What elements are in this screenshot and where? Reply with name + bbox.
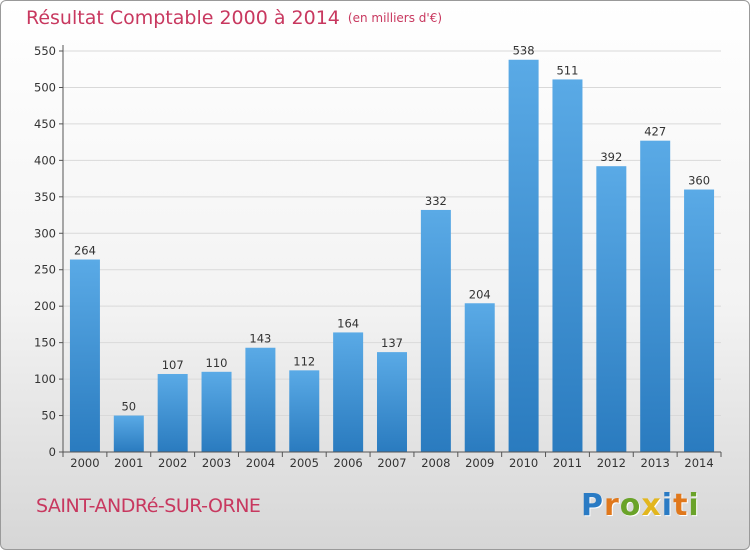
logo-letter: t <box>673 488 689 523</box>
y-tick-label: 50 <box>41 409 56 423</box>
x-tick-label: 2002 <box>158 456 187 470</box>
x-tick-label: 2014 <box>684 456 713 470</box>
bar <box>333 332 364 452</box>
x-tick-label: 2001 <box>114 456 143 470</box>
logo-letter: r <box>604 488 620 523</box>
data-label: 264 <box>74 244 96 258</box>
logo-letter: i <box>688 488 700 523</box>
data-label: 164 <box>337 316 359 330</box>
y-tick-label: 550 <box>34 44 56 58</box>
bar <box>289 370 320 452</box>
x-tick-label: 2010 <box>509 456 538 470</box>
data-label: 112 <box>293 354 315 368</box>
bar <box>508 59 539 453</box>
x-tick-label: 2009 <box>465 456 494 470</box>
data-label: 107 <box>162 358 184 372</box>
x-tick-label: 2000 <box>70 456 99 470</box>
y-tick-label: 350 <box>34 190 56 204</box>
chart-title-text: Résultat Comptable 2000 à 2014 <box>26 7 340 29</box>
y-tick-label: 300 <box>34 226 56 240</box>
bar <box>201 371 232 452</box>
x-tick-label: 2008 <box>421 456 450 470</box>
x-tick-label: 2011 <box>553 456 582 470</box>
data-label: 427 <box>644 125 666 139</box>
bar <box>377 352 407 452</box>
y-tick-label: 450 <box>34 117 56 131</box>
data-label: 137 <box>381 336 403 350</box>
x-tick-label: 2003 <box>202 456 231 470</box>
y-tick-label: 400 <box>34 153 56 167</box>
bar <box>245 347 276 452</box>
bar-layer <box>69 59 715 453</box>
data-label: 143 <box>249 332 271 346</box>
x-tick-label: 2007 <box>377 456 406 470</box>
y-tick-label: 150 <box>34 336 56 350</box>
label-layer: 264 50 107 110 143 112 164 137 332 204 538 511 392 42… <box>74 44 710 414</box>
x-tick-label: 2005 <box>290 456 319 470</box>
y-tick-label: 200 <box>34 299 56 313</box>
bar <box>552 79 583 453</box>
bar <box>464 303 495 452</box>
bar <box>684 189 715 452</box>
x-tick-label: 2013 <box>641 456 670 470</box>
y-tick-label: 100 <box>34 372 56 386</box>
data-label: 511 <box>556 63 578 77</box>
bar <box>113 415 144 452</box>
data-label: 538 <box>513 44 535 58</box>
bar <box>157 373 188 452</box>
data-label: 110 <box>206 356 228 370</box>
logo-letter: i <box>661 488 674 523</box>
y-tick-label: 0 <box>49 445 56 459</box>
logo-letter: o <box>619 488 642 523</box>
y-tick-label: 500 <box>34 80 56 94</box>
proxiti-logo: Proxiti <box>581 488 700 523</box>
data-label: 50 <box>121 400 136 414</box>
bar <box>420 209 451 452</box>
data-label: 332 <box>425 194 447 208</box>
data-label: 204 <box>469 287 491 301</box>
x-tick-label: 2004 <box>246 456 275 470</box>
logo-letter: P <box>581 488 604 523</box>
bar <box>596 166 627 453</box>
data-label: 392 <box>600 150 622 164</box>
data-label: 360 <box>688 174 710 188</box>
y-tick-label: 250 <box>34 263 56 277</box>
chart-unit-note: (en milliers d'€) <box>347 11 443 25</box>
x-tick-label: 2006 <box>333 456 362 470</box>
bar <box>69 259 100 452</box>
bar <box>640 140 671 453</box>
town-name: SAINT-ANDRé-SUR-ORNE <box>36 495 261 517</box>
logo-letter: x <box>641 488 662 523</box>
x-tick-label: 2012 <box>597 456 626 470</box>
chart-title: Résultat Comptable 2000 à 2014 (en millie… <box>26 7 442 29</box>
